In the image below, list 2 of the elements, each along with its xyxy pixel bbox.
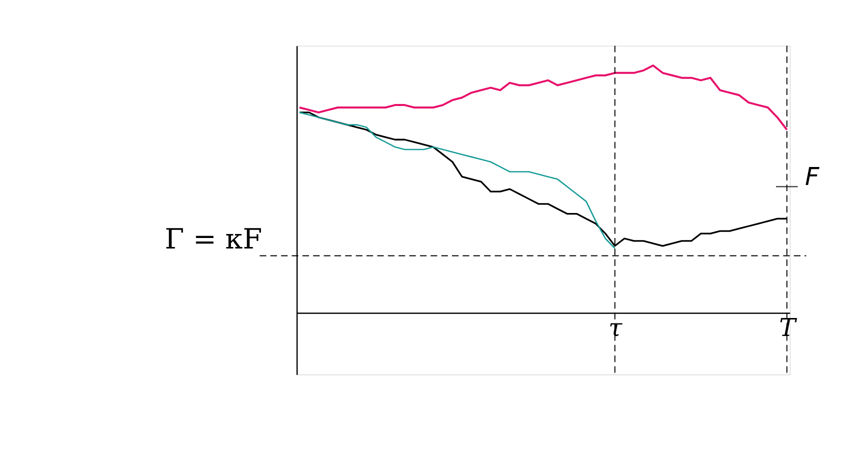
annotation: F [804, 162, 820, 191]
ref-line-label: Γ = κF [164, 222, 262, 256]
